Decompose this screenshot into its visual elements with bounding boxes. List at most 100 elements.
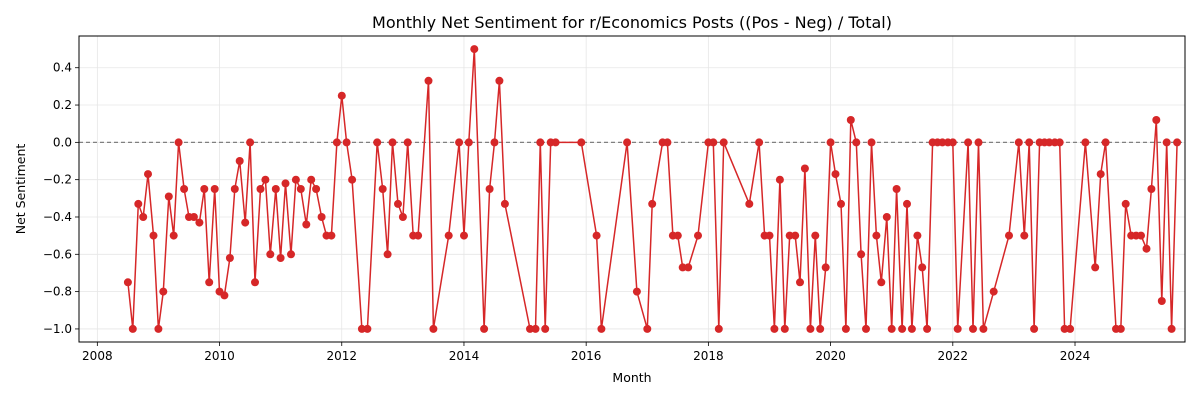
data-point <box>531 324 540 333</box>
data-point <box>846 116 855 124</box>
data-point <box>312 185 321 193</box>
data-point <box>189 213 198 221</box>
data-point <box>327 231 336 240</box>
data-point <box>134 199 143 208</box>
data-point <box>500 199 509 208</box>
data-point <box>1142 244 1151 253</box>
data-point <box>455 138 464 147</box>
data-point <box>495 76 504 85</box>
data-point <box>128 324 137 333</box>
data-point <box>938 138 947 147</box>
data-point <box>1091 263 1100 272</box>
x-tick-label: 2016 <box>571 349 602 363</box>
data-point <box>673 231 682 240</box>
data-point <box>317 213 326 221</box>
data-point <box>1014 138 1023 147</box>
data-point <box>414 231 423 240</box>
data-point <box>169 231 178 240</box>
series-layer <box>123 45 1182 333</box>
data-point <box>149 231 158 240</box>
data-point <box>1066 324 1075 333</box>
data-point <box>526 324 534 333</box>
data-point <box>969 324 977 333</box>
data-point <box>1147 185 1156 193</box>
x-tick-label: 2012 <box>326 349 357 363</box>
x-tick-label: 2018 <box>693 349 724 363</box>
data-point <box>964 138 973 147</box>
data-point <box>398 213 407 221</box>
data-point <box>378 185 387 193</box>
data-point <box>332 138 341 147</box>
data-point <box>877 278 886 287</box>
x-tick-label: 2014 <box>449 349 480 363</box>
data-point <box>1005 231 1013 240</box>
y-tick-label: 0.0 <box>53 135 72 149</box>
data-point <box>694 231 702 240</box>
data-point <box>867 138 876 147</box>
x-tick-label: 2020 <box>815 349 846 363</box>
data-point <box>123 278 132 287</box>
data-point <box>1137 231 1145 240</box>
data-point <box>918 263 927 272</box>
data-point <box>357 324 366 333</box>
y-tick-label: −0.6 <box>43 247 72 261</box>
data-point <box>643 324 652 333</box>
data-point <box>892 185 901 193</box>
data-point <box>862 324 870 333</box>
data-point <box>200 185 209 193</box>
data-point <box>796 278 804 287</box>
data-point <box>225 254 234 262</box>
data-point <box>903 199 911 208</box>
data-point <box>302 220 311 229</box>
data-point <box>403 138 412 147</box>
data-point <box>831 170 840 179</box>
data-point <box>205 278 214 287</box>
data-point <box>1116 324 1125 333</box>
axis-ticks: 2008 2010 2012 2014 2016 2018 2020 2022 2024 −1.0… <box>43 61 1090 363</box>
data-point <box>887 324 896 333</box>
data-point <box>291 175 300 184</box>
data-point <box>577 138 586 147</box>
data-point <box>592 231 601 240</box>
data-point <box>460 231 468 240</box>
data-point <box>953 324 962 333</box>
data-point <box>429 324 438 333</box>
data-point <box>811 231 820 240</box>
data-point <box>623 138 632 147</box>
x-tick-label: 2022 <box>938 349 969 363</box>
data-point <box>541 324 550 333</box>
data-point <box>485 185 494 193</box>
data-point <box>1162 138 1171 147</box>
x-tick-label: 2010 <box>204 349 235 363</box>
data-point <box>261 175 270 184</box>
y-tick-label: −0.2 <box>43 173 72 187</box>
data-point <box>287 250 295 259</box>
data-point <box>948 138 957 147</box>
data-point <box>363 324 372 333</box>
data-point <box>632 287 641 296</box>
data-point <box>235 157 244 165</box>
data-point <box>296 185 305 193</box>
data-point <box>816 324 825 333</box>
y-tick-label: 0.2 <box>53 98 72 112</box>
data-point <box>800 164 809 173</box>
data-point <box>220 291 229 300</box>
data-point <box>251 278 259 287</box>
data-point <box>230 185 239 193</box>
data-point <box>180 185 189 193</box>
data-point <box>923 324 932 333</box>
data-point <box>837 199 845 208</box>
plot-frame <box>78 35 1186 343</box>
data-point <box>1101 138 1110 147</box>
data-point <box>444 231 453 240</box>
data-point <box>765 231 774 240</box>
data-point <box>882 213 891 221</box>
data-point <box>1030 324 1039 333</box>
data-point <box>826 138 835 147</box>
data-point <box>872 231 881 240</box>
data-point <box>1096 170 1105 179</box>
y-tick-label: −1.0 <box>43 322 72 336</box>
data-point <box>388 138 397 147</box>
grid <box>79 36 1185 342</box>
